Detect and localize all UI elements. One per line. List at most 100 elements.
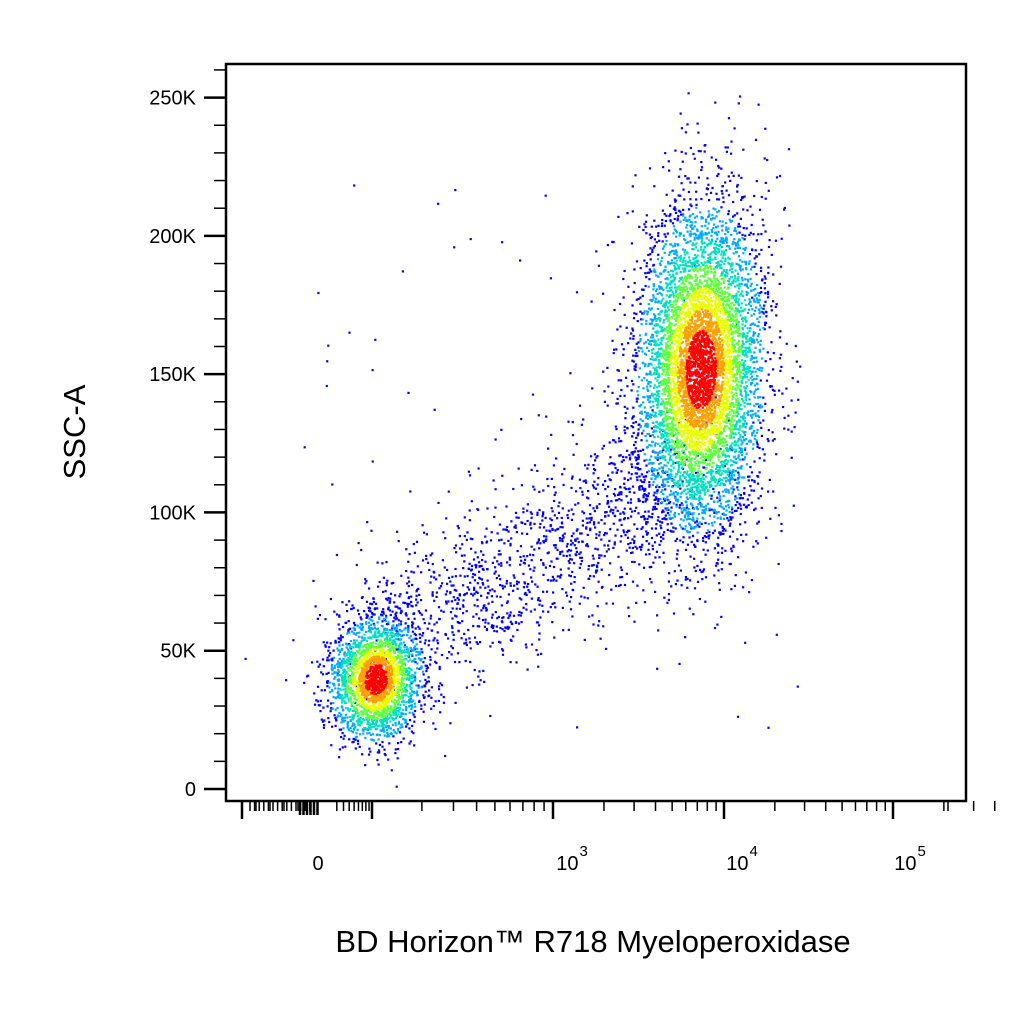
data-point	[536, 511, 539, 514]
data-point	[342, 697, 345, 700]
data-point	[707, 537, 710, 540]
data-point	[716, 623, 719, 626]
data-point	[425, 558, 428, 561]
data-point	[716, 244, 719, 247]
data-point	[539, 616, 542, 619]
data-point	[562, 483, 565, 487]
data-point	[463, 632, 466, 635]
data-point	[724, 549, 727, 552]
data-point	[663, 464, 666, 467]
data-point	[714, 240, 717, 243]
data-point	[484, 560, 487, 563]
data-point	[491, 600, 494, 603]
data-point	[333, 610, 336, 613]
data-point	[346, 658, 349, 661]
data-point	[344, 693, 348, 696]
data-point	[334, 697, 337, 700]
data-point	[471, 538, 474, 541]
data-point	[640, 545, 643, 548]
data-point	[762, 312, 765, 315]
data-point	[676, 549, 679, 552]
data-point	[719, 447, 722, 450]
data-point	[410, 595, 413, 598]
data-point	[758, 368, 761, 371]
data-point	[360, 596, 364, 599]
data-point	[394, 594, 397, 597]
data-point	[617, 493, 620, 496]
data-point	[743, 195, 746, 198]
data-point	[607, 474, 610, 477]
data-point	[601, 447, 604, 450]
data-point	[589, 574, 592, 578]
data-point	[783, 208, 786, 211]
data-point	[653, 508, 657, 511]
data-point	[706, 502, 710, 505]
data-point	[602, 370, 605, 373]
data-point	[592, 564, 595, 567]
data-point	[495, 595, 498, 598]
data-point	[580, 532, 583, 535]
data-point	[766, 290, 770, 293]
data-point	[672, 294, 675, 297]
data-point	[750, 354, 753, 358]
data-point	[560, 521, 563, 524]
data-point	[497, 574, 500, 577]
data-point	[760, 195, 763, 199]
data-point	[748, 308, 751, 311]
data-point	[611, 339, 614, 342]
data-point	[795, 360, 798, 363]
data-point	[529, 521, 532, 524]
data-point	[717, 511, 720, 514]
data-point	[326, 656, 329, 659]
data-point	[780, 522, 783, 525]
data-point	[721, 260, 724, 263]
data-point	[365, 613, 368, 616]
data-point	[612, 352, 615, 355]
data-point	[411, 724, 414, 727]
data-point	[522, 586, 525, 589]
data-point	[363, 610, 366, 613]
data-point	[588, 615, 591, 618]
data-point	[656, 474, 659, 477]
data-point	[428, 639, 431, 642]
data-point	[699, 568, 702, 571]
data-point	[756, 374, 759, 377]
data-point	[717, 536, 720, 539]
data-point	[334, 639, 337, 642]
data-point	[438, 665, 441, 668]
data-point	[668, 253, 671, 256]
data-point	[677, 564, 681, 567]
data-point	[654, 456, 657, 459]
data-point	[519, 259, 522, 262]
data-point	[760, 426, 763, 429]
data-point	[726, 470, 729, 474]
data-point	[333, 666, 336, 669]
data-point	[739, 267, 742, 270]
data-point	[661, 256, 664, 259]
data-point	[637, 457, 640, 460]
data-point	[750, 289, 753, 292]
data-point	[634, 441, 637, 444]
data-point	[368, 747, 371, 750]
data-point	[434, 651, 437, 654]
data-point	[412, 543, 415, 546]
data-point	[688, 512, 691, 515]
data-point	[590, 564, 593, 567]
data-point	[672, 502, 675, 505]
data-point	[347, 663, 350, 666]
data-point	[339, 637, 342, 640]
data-point	[597, 561, 600, 565]
data-point	[631, 580, 635, 583]
data-point	[721, 229, 724, 232]
data-point	[692, 473, 695, 476]
data-point	[679, 220, 682, 223]
data-point	[662, 485, 665, 488]
data-point	[692, 262, 695, 265]
data-point	[536, 653, 539, 656]
data-point	[506, 600, 509, 603]
data-point	[330, 707, 333, 710]
data-point	[752, 429, 756, 432]
data-point	[352, 737, 355, 741]
data-point	[706, 549, 709, 552]
data-point	[727, 467, 730, 470]
